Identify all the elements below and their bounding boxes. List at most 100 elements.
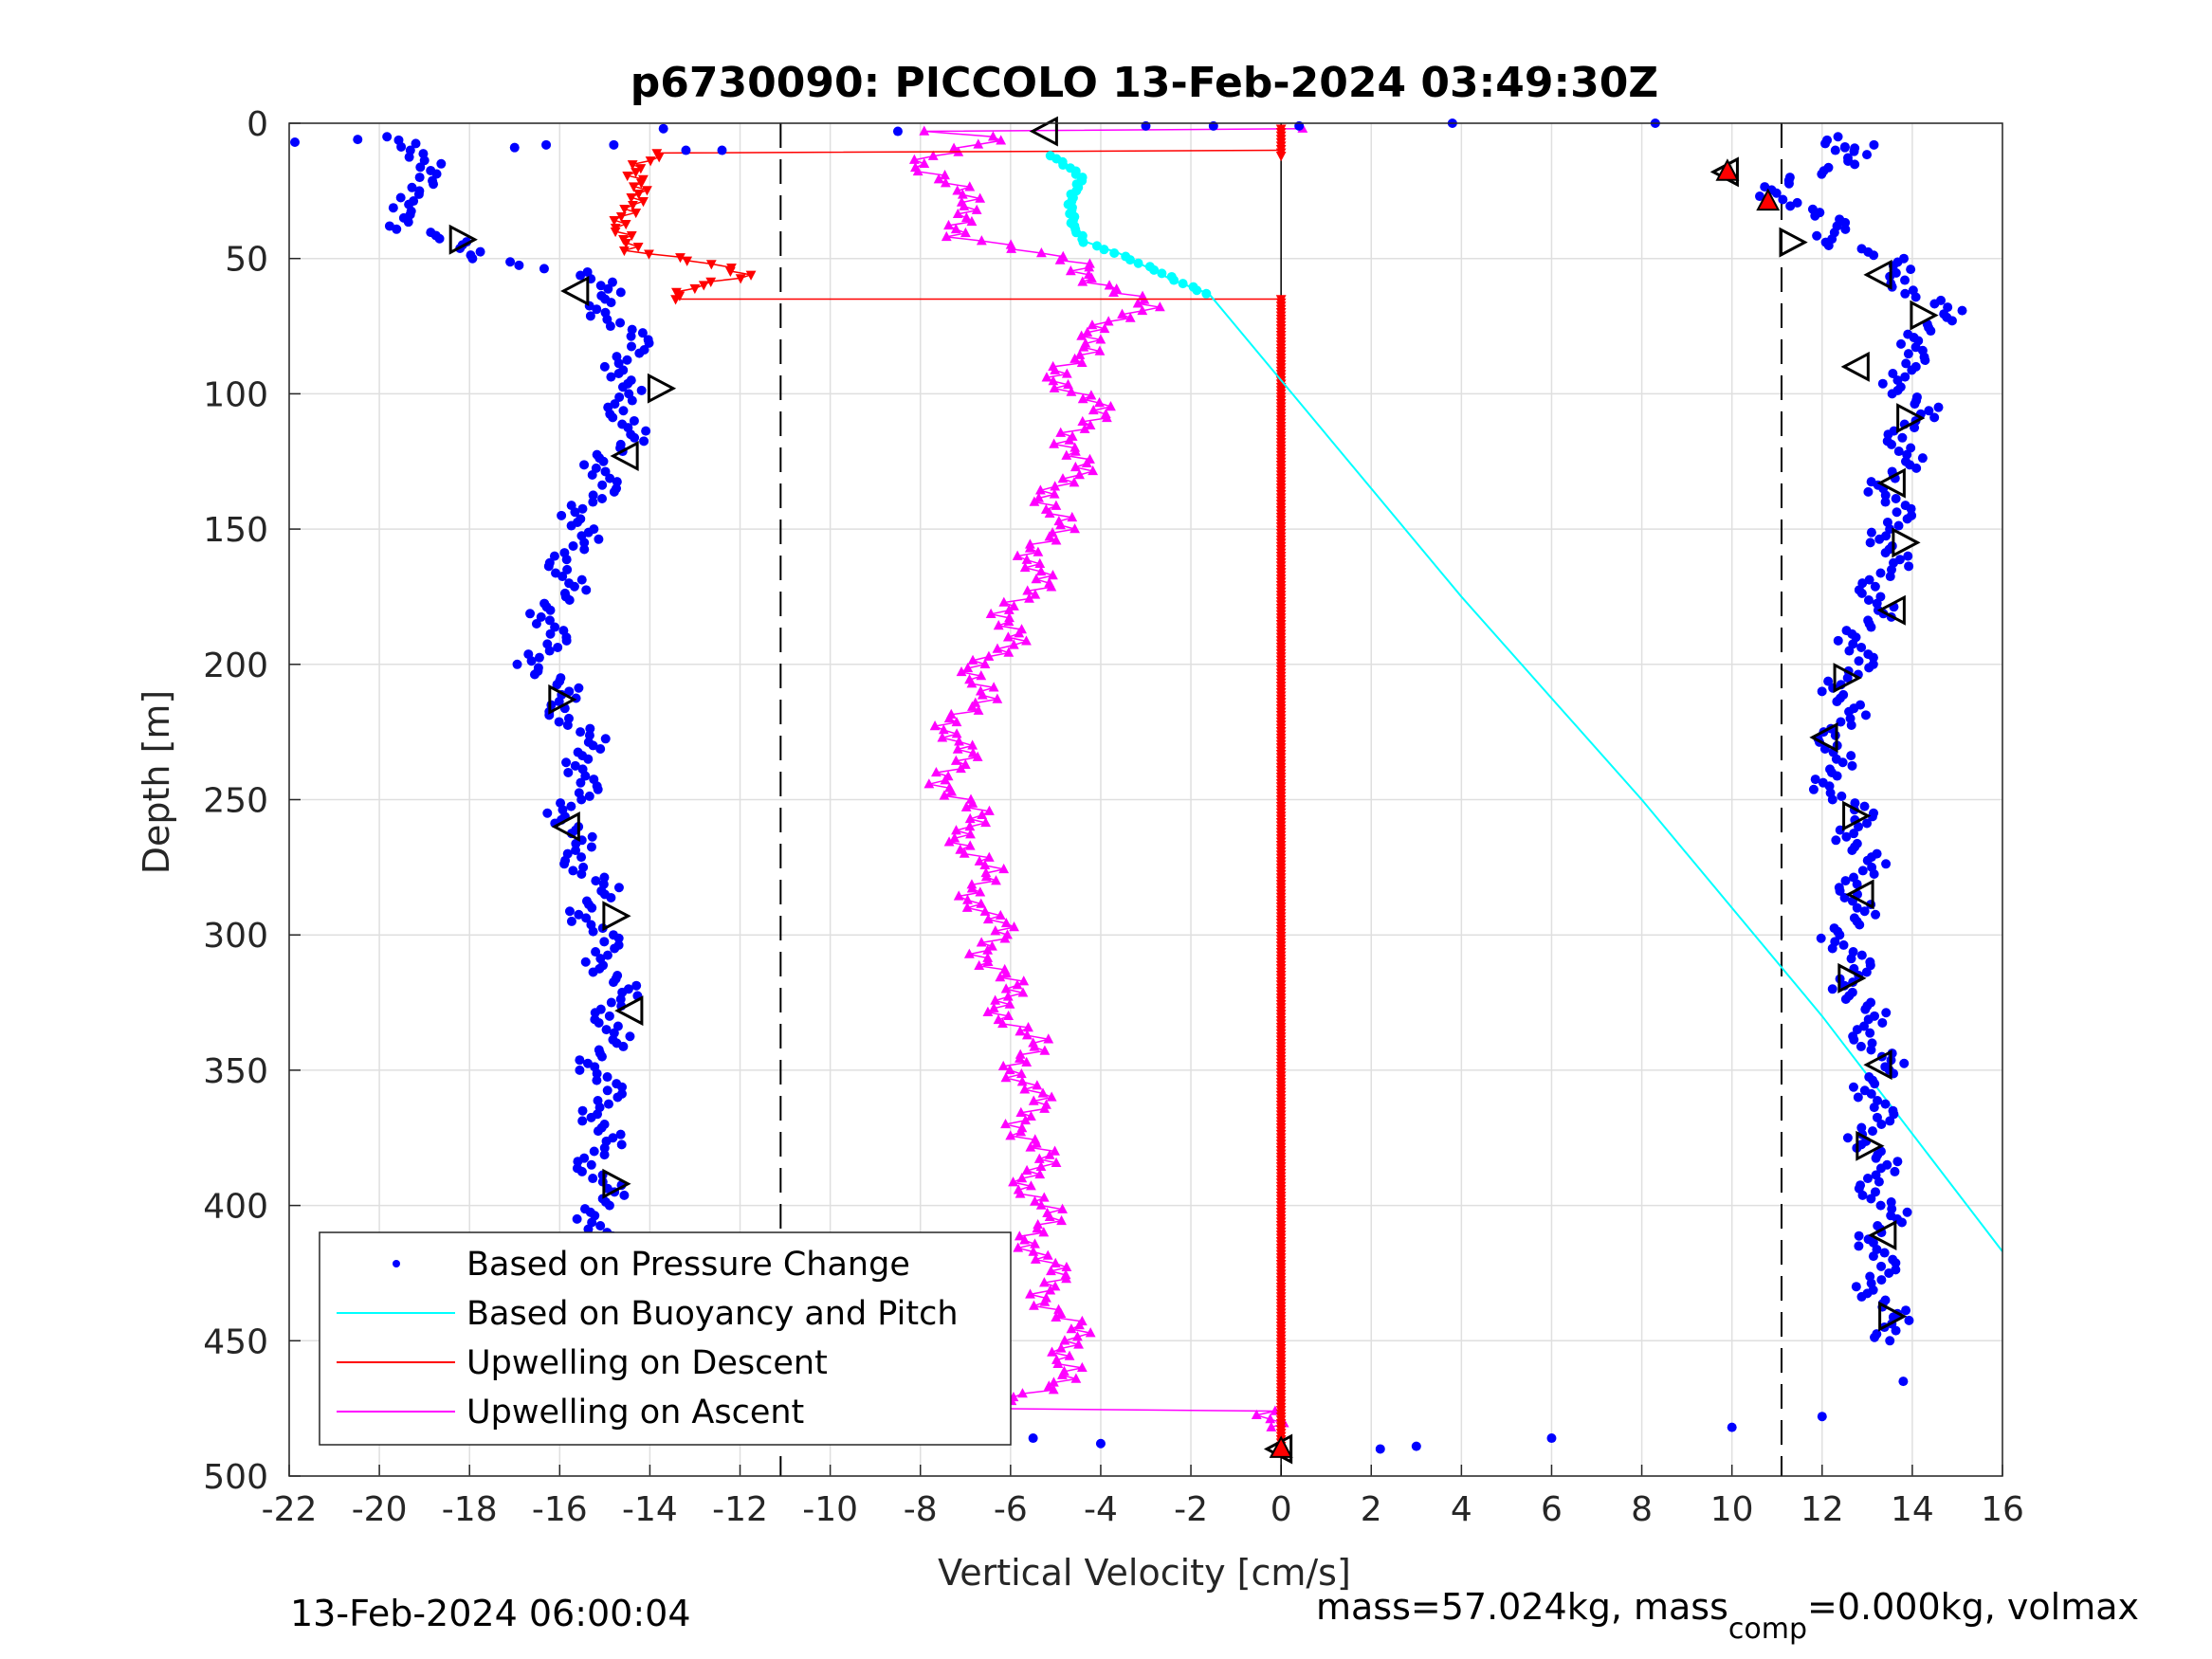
pressure-point-ascent [1837,791,1847,801]
upwelling-ascent-point [1103,316,1114,326]
upwelling-ascent-point [1057,1369,1068,1379]
x-tick-label: 12 [1801,1490,1844,1529]
pressure-point-surface [1095,1438,1106,1449]
upwelling-descent-point [635,164,647,174]
pressure-point-ascent [1910,423,1920,433]
upwelling-ascent-point [1061,1273,1072,1284]
upwelling-ascent-point [1021,1056,1033,1066]
upwelling-ascent-point [976,898,987,908]
upwelling-ascent-point [1137,304,1148,316]
pressure-point-descent [407,182,417,192]
pressure-point-descent [599,1150,610,1160]
pressure-point-ascent [1869,250,1879,261]
pressure-point-descent [577,503,588,514]
pressure-point-descent [612,1092,623,1103]
pressure-point-ascent [1881,1008,1892,1018]
y-tick-label: 400 [203,1188,268,1227]
upwelling-ascent-point [1015,1106,1027,1117]
upwelling-ascent-point [977,689,988,700]
upwelling-ascent-point [982,1006,994,1016]
upwelling-ascent-point [1005,239,1016,249]
pressure-point-ascent [1877,1017,1888,1028]
y-axis-label: Depth [m] [136,690,177,875]
pressure-point-ascent [1852,902,1862,913]
pressure-point-descent [436,158,447,169]
x-tick-label: 0 [1271,1490,1292,1529]
pressure-point-descent [591,947,601,957]
upwelling-ascent-point [1050,364,1061,374]
pressure-point-ascent [1856,1291,1867,1302]
pressure-point-ascent [1840,224,1851,234]
upwelling-ascent-point [1050,1281,1061,1291]
upwelling-ascent-point [1046,1265,1056,1276]
open-triangle-marker [647,373,677,404]
pressure-point-ascent [1902,1207,1912,1217]
upwelling-ascent-point [1024,592,1034,603]
pressure-point-ascent [1844,646,1855,656]
upwelling-ascent-point [976,937,987,947]
upwelling-ascent-point [1074,469,1085,480]
pressure-point-ascent [1875,1163,1886,1174]
pressure-point-ascent [1839,142,1850,153]
upwelling-ascent-point [952,208,963,219]
pressure-point-descent [579,460,590,470]
pressure-point-descent [585,723,595,734]
pressure-point-descent [605,473,615,483]
pressure-point-descent [603,1099,613,1109]
pressure-point-descent [630,432,640,443]
pressure-point-descent [539,264,549,274]
mass-subscript: comp [1728,1613,1807,1646]
pressure-point-ascent [1856,588,1867,598]
pressure-point-descent [629,415,639,426]
upwelling-descent-point [635,178,647,189]
pressure-point-descent [557,510,567,520]
upwelling-ascent-point [1066,1323,1077,1334]
pressure-point-descent [525,609,536,619]
pressure-point-ascent [1862,818,1873,829]
pressure-point-descent [613,883,624,893]
x-tick-label: -2 [1174,1490,1208,1529]
upwelling-ascent-point [1055,1342,1067,1353]
y-tick-label: 200 [203,647,268,685]
pressure-point-descent [395,192,406,203]
upwelling-ascent-point [941,230,952,242]
pressure-point-descent [579,538,590,548]
pressure-point-ascent [1865,1028,1875,1038]
pressure-point-ascent [1836,717,1846,727]
pressure-point-extra [1375,1444,1385,1454]
pressure-point-ascent [1886,1197,1896,1208]
pressure-point-ascent [1875,1200,1886,1211]
upwelling-ascent-point [967,739,978,750]
pressure-point-ascent [1887,389,1897,399]
open-triangle-marker [1863,1049,1892,1081]
upwelling-ascent-point [1065,265,1076,276]
upwelling-ascent-point [1086,390,1097,400]
upwelling-descent-point [626,192,637,204]
pressure-point-descent [419,155,430,166]
upwelling-ascent-point [940,170,950,180]
upwelling-ascent-point [1017,1388,1028,1398]
legend: Based on Pressure Change Based on Buoyan… [319,1231,1012,1446]
upwelling-ascent-point [1077,393,1088,404]
pressure-point-extra [681,145,691,155]
pressure-point-ascent [1847,760,1857,771]
upwelling-ascent-point [974,959,985,971]
upwelling-ascent-point [1021,554,1033,564]
pressure-point-descent [591,876,601,886]
upwelling-ascent-point [1069,353,1081,363]
pressure-point-ascent [1896,338,1907,349]
upwelling-ascent-point [983,851,995,862]
upwelling-ascent-point [1049,438,1060,448]
upwelling-ascent-point [1074,1319,1085,1330]
x-tick-label: -18 [442,1490,498,1529]
pressure-point-surface [1546,1433,1557,1444]
mass-prefix: mass=57.024kg, mass [1316,1586,1728,1628]
legend-box [319,1231,1012,1446]
buoyancy-point [1099,245,1109,255]
upwelling-ascent-point [1019,1084,1031,1094]
upwelling-ascent-point [960,227,971,238]
upwelling-ascent-point [1028,1095,1039,1105]
upwelling-ascent-point [965,829,976,839]
pressure-point-descent [617,1082,628,1092]
pressure-point-ascent [1880,497,1891,507]
